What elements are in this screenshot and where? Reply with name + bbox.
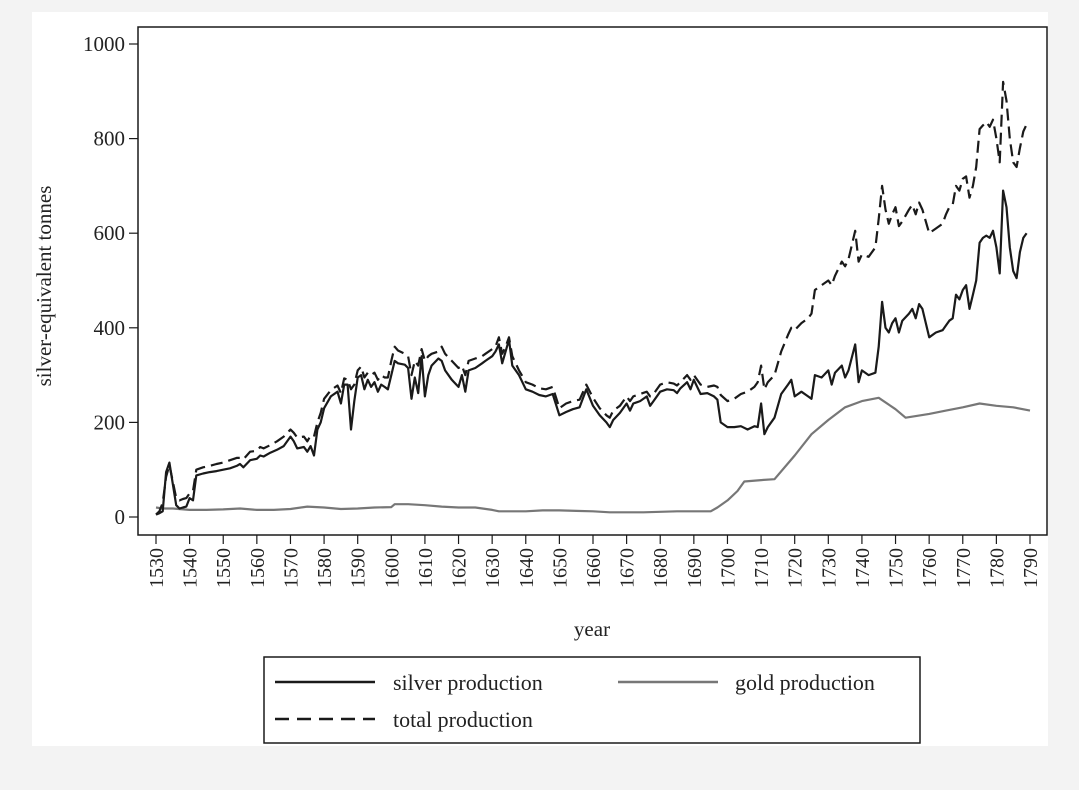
x-tick-label: 1720 <box>785 548 807 588</box>
x-tick-label: 1730 <box>818 548 840 588</box>
x-tick-label: 1630 <box>482 548 504 588</box>
x-tick-label: 1740 <box>852 548 874 588</box>
plot-frame <box>137 26 1048 536</box>
x-tick-label: 1620 <box>449 548 471 588</box>
x-tick-label: 1580 <box>314 548 336 588</box>
x-tick-label: 1600 <box>381 548 403 588</box>
series-line-silver <box>155 189 1028 516</box>
x-tick-label: 1750 <box>886 548 908 588</box>
series-line-total <box>155 80 1028 516</box>
x-tick-label: 1540 <box>180 548 202 588</box>
x-tick-label: 1640 <box>516 548 538 588</box>
chart-panel: 0 200 400 600 800 1000 1530 1540 1550 1560 1570 15… <box>32 12 1048 746</box>
x-tick-label: 1710 <box>751 548 773 588</box>
x-tick-label: 1560 <box>247 548 269 588</box>
x-axis-title: year <box>574 617 610 641</box>
y-axis-title: silver-equivalent tonnes <box>32 186 56 387</box>
x-tick-label: 1760 <box>919 548 941 588</box>
x-tick-label: 1690 <box>684 548 706 588</box>
x-tick-label: 1680 <box>650 548 672 588</box>
y-tick-label: 400 <box>94 316 126 340</box>
legend-gold-label: gold production <box>735 670 875 695</box>
y-tick-label: 0 <box>115 505 126 529</box>
y-tick-label: 200 <box>94 410 126 434</box>
x-tick-label: 1530 <box>146 548 168 588</box>
legend-total-label: total production <box>393 707 533 732</box>
series-line-gold <box>155 396 1031 514</box>
x-tick-label: 1660 <box>583 548 605 588</box>
legend-silver-label: silver production <box>393 670 543 695</box>
x-tick-label: 1650 <box>549 548 571 588</box>
x-tick-label: 1780 <box>986 548 1008 588</box>
x-tick-label: 1590 <box>348 548 370 588</box>
x-tick-label: 1570 <box>280 548 302 588</box>
line-chart: 0 200 400 600 800 1000 1530 1540 1550 1560 1570 15… <box>32 26 1048 744</box>
y-tick-label: 1000 <box>83 32 125 56</box>
x-tick-label: 1770 <box>953 548 975 588</box>
legend: silver production gold production total … <box>263 656 921 744</box>
x-tick-label: 1550 <box>213 548 235 588</box>
y-tick-label: 600 <box>94 221 126 245</box>
x-tick-label: 1790 <box>1020 548 1042 588</box>
x-tick-label: 1610 <box>415 548 437 588</box>
legend-box <box>263 656 921 744</box>
x-tick-label: 1670 <box>617 548 639 588</box>
y-tick-label: 800 <box>94 127 126 151</box>
x-tick-label: 1700 <box>717 548 739 588</box>
